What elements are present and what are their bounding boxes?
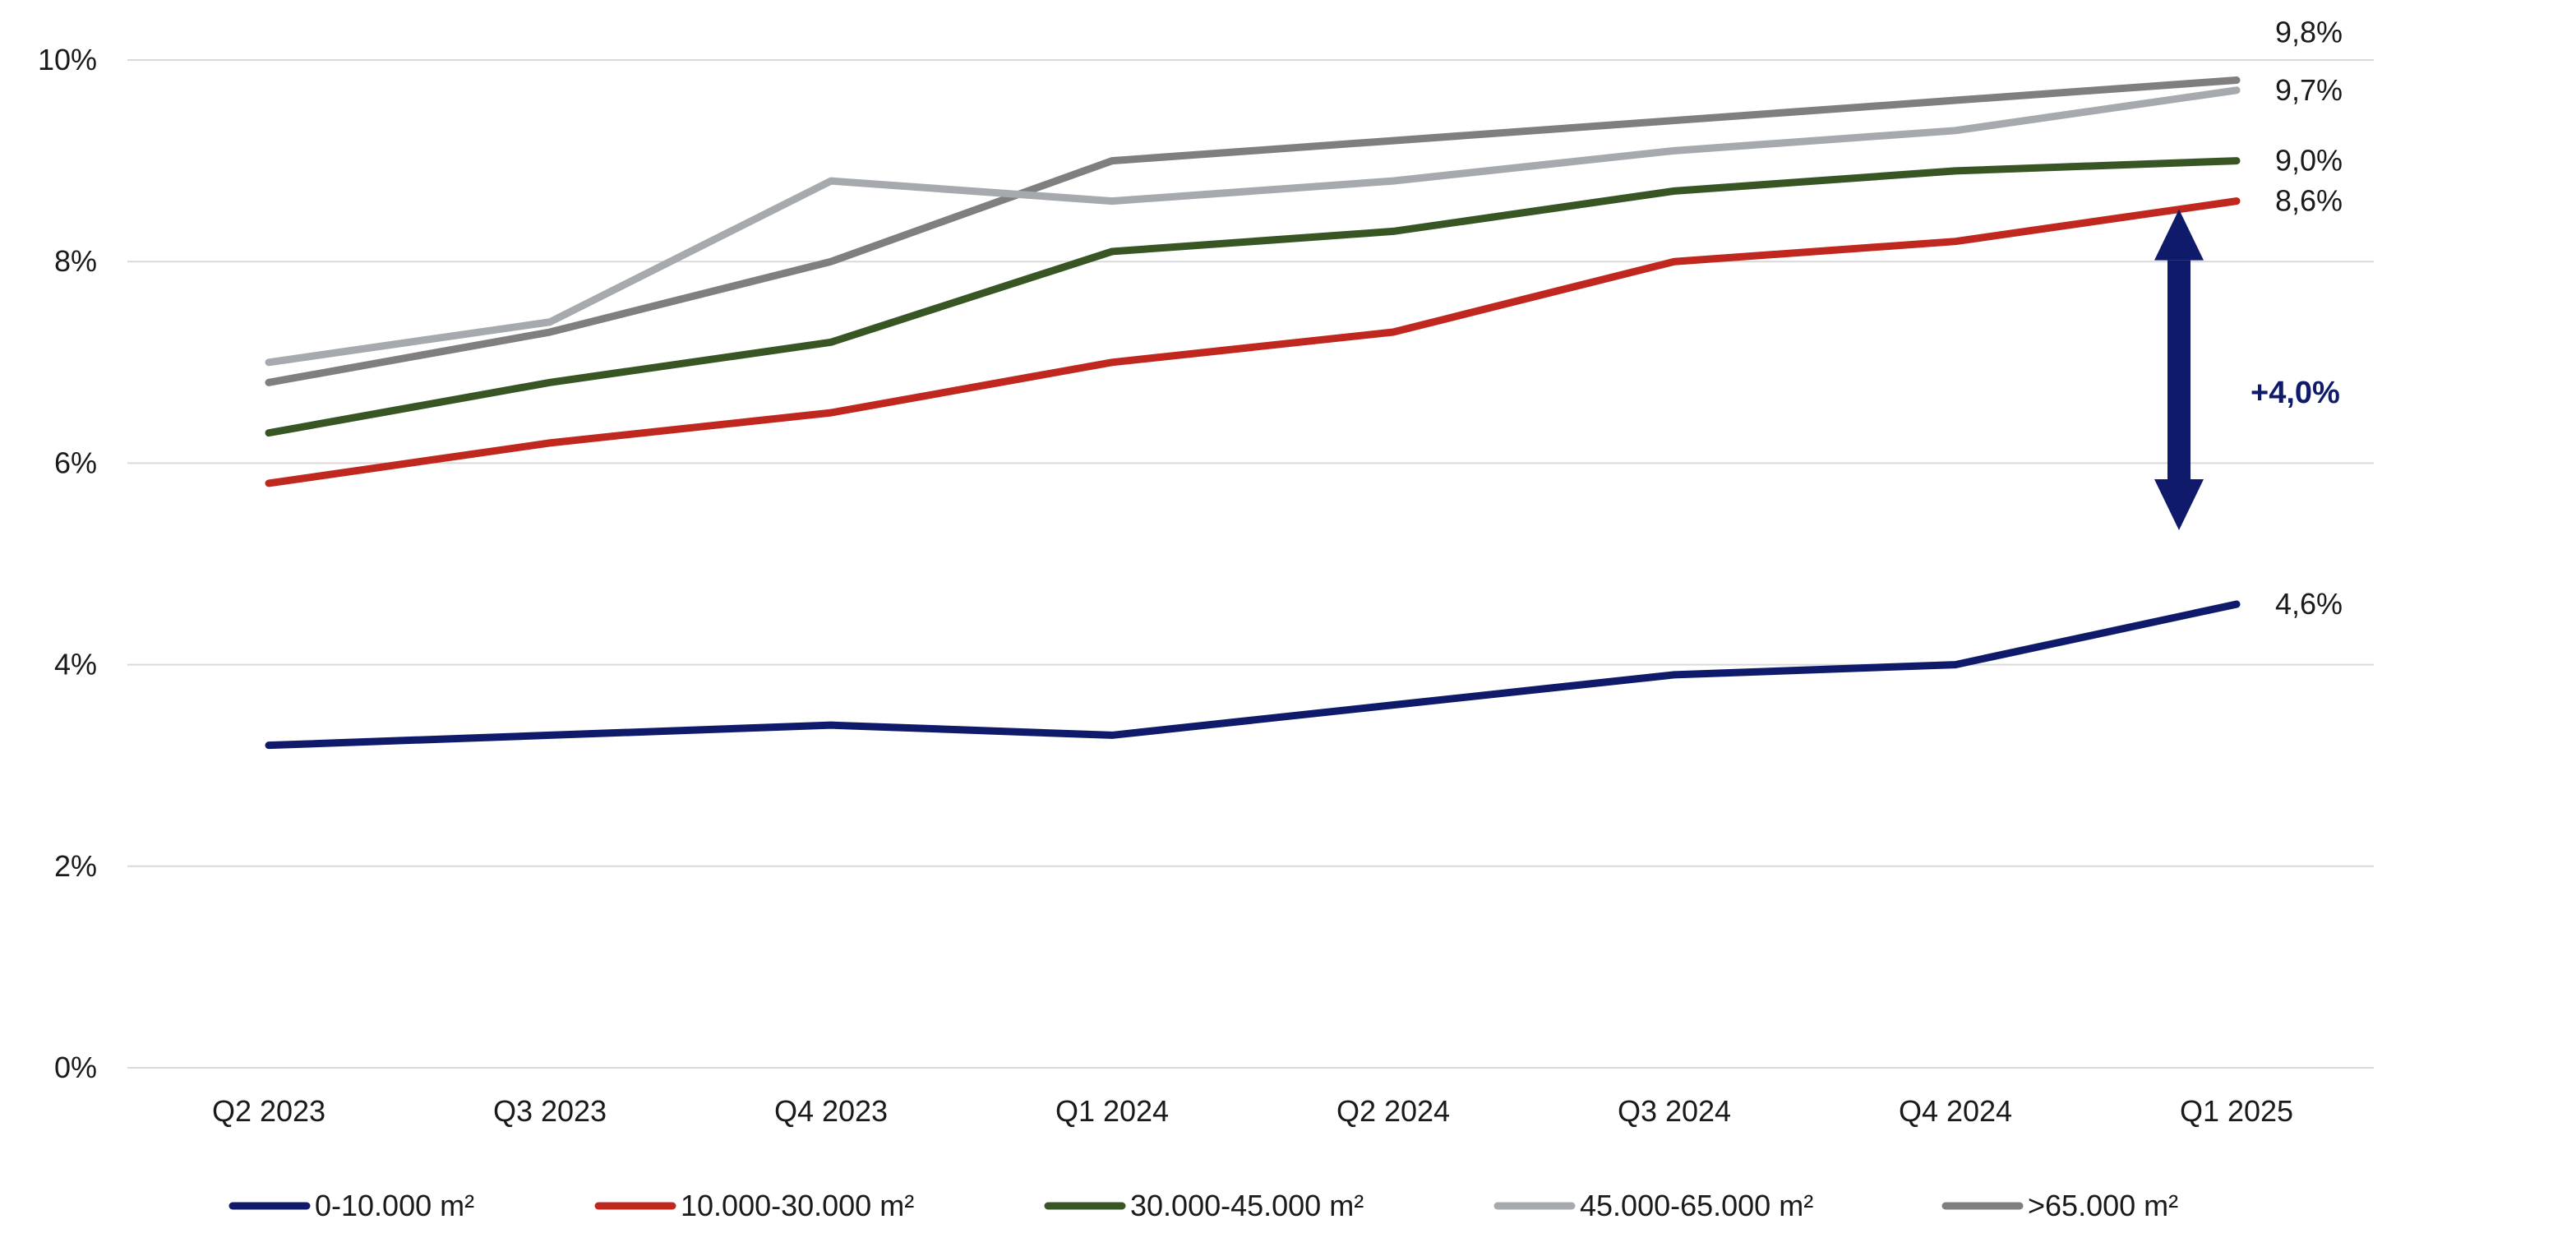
y-tick-label: 6% — [54, 446, 97, 479]
arrow-shaft — [2167, 260, 2191, 480]
legend-label: 30.000-45.000 m² — [1130, 1189, 1364, 1222]
arrow-head-down-icon — [2154, 479, 2204, 531]
x-axis-ticks: Q2 2023 Q3 2023 Q4 2023 Q1 2024 Q2 2024 Q3 20… — [212, 1094, 2293, 1128]
legend-item-4: >65.000 m² — [1941, 1189, 2178, 1222]
gridlines — [127, 59, 2374, 1069]
x-tick-label: Q1 2025 — [2180, 1094, 2293, 1128]
y-tick-label: 4% — [54, 648, 97, 681]
series-lines — [265, 76, 2241, 750]
difference-label: +4,0% — [2251, 376, 2340, 410]
x-tick-label: Q2 2024 — [1336, 1094, 1450, 1128]
series-end-label-2: 9,0% — [2275, 144, 2343, 178]
x-tick-label: Q3 2023 — [493, 1094, 607, 1128]
legend-label: 0-10.000 m² — [315, 1189, 474, 1222]
series-end-label-1: 8,6% — [2275, 184, 2343, 218]
y-tick-label: 8% — [54, 244, 97, 278]
x-tick-label: Q4 2023 — [774, 1094, 888, 1128]
series-line-0 — [265, 600, 2241, 750]
legend-item-3: 45.000-65.000 m² — [1493, 1189, 1813, 1222]
series-line-4 — [265, 76, 2241, 386]
end-labels: 4,6% 8,6% 9,0% 9,7% 9,8% — [2275, 16, 2343, 621]
y-tick-label: 10% — [38, 43, 97, 76]
legend-label: >65.000 m² — [2028, 1189, 2178, 1222]
legend-label: 45.000-65.000 m² — [1580, 1189, 1813, 1222]
series-line-3 — [265, 86, 2241, 367]
series-line-1 — [265, 197, 2241, 487]
series-end-label-4: 9,8% — [2275, 16, 2343, 49]
y-axis-ticks: 0% 2% 4% 6% 8% 10% — [38, 43, 97, 1084]
difference-annotation: +4,0% — [2154, 209, 2340, 531]
series-end-label-0: 4,6% — [2275, 587, 2343, 621]
x-tick-label: Q1 2024 — [1055, 1094, 1169, 1128]
legend: 0-10.000 m² 10.000-30.000 m² 30.000-45.000… — [229, 1189, 2178, 1222]
x-tick-label: Q3 2024 — [1618, 1094, 1731, 1128]
legend-item-1: 10.000-30.000 m² — [594, 1189, 914, 1222]
legend-item-2: 30.000-45.000 m² — [1044, 1189, 1364, 1222]
series-line-2 — [265, 157, 2241, 437]
legend-label: 10.000-30.000 m² — [681, 1189, 914, 1222]
x-tick-label: Q2 2023 — [212, 1094, 325, 1128]
x-tick-label: Q4 2024 — [1899, 1094, 2012, 1128]
y-tick-label: 0% — [54, 1051, 97, 1084]
legend-item-0: 0-10.000 m² — [229, 1189, 474, 1222]
y-tick-label: 2% — [54, 849, 97, 883]
series-end-label-3: 9,7% — [2275, 73, 2343, 107]
arrow-head-up-icon — [2154, 209, 2204, 261]
